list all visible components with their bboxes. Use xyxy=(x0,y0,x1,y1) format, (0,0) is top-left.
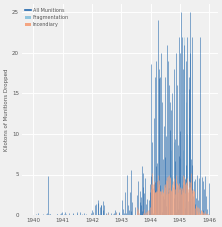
Y-axis label: Kilotons of Munitions Dropped: Kilotons of Munitions Dropped xyxy=(4,68,9,151)
Legend: All Munitions, Fragmentation, Incendiary: All Munitions, Fragmentation, Incendiary xyxy=(24,7,70,28)
